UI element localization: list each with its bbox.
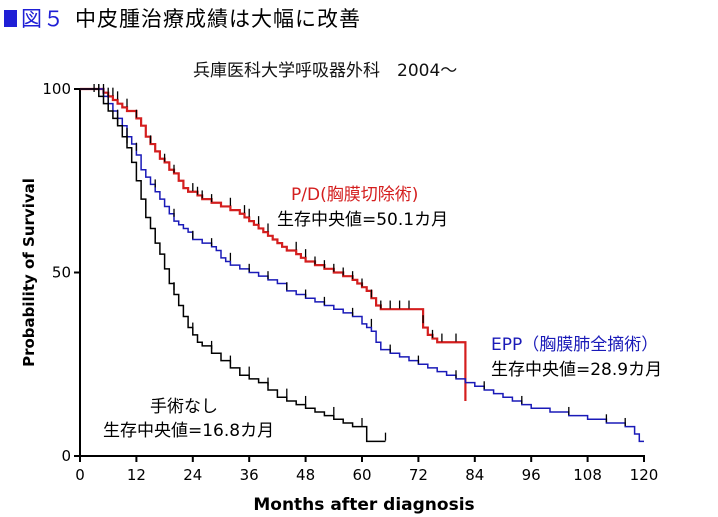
none-median-label: 生存中央値=16.8カ月 [103,421,274,441]
survival-curve-pd [80,87,467,401]
x-tick-label: 24 [183,466,202,484]
x-tick-label: 60 [352,466,371,484]
x-tick-label: 48 [296,466,315,484]
figure-label: 図５ [21,7,65,31]
x-tick-label: 72 [409,466,428,484]
pd-median-label: 生存中央値=50.1カ月 [277,210,448,230]
y-tick-label: 100 [42,80,71,98]
x-tick-label: 84 [465,466,484,484]
x-tick-label: 120 [630,466,659,484]
pd-series-label: P/D(胸膜切除術) [291,185,418,205]
institution-label: 兵庫医科大学呼吸器外科 2004〜 [193,61,458,81]
x-tick-label: 96 [522,466,541,484]
none-series-label: 手術なし [150,397,218,417]
y-tick-label: 0 [61,447,71,465]
y-axis-title: Probability of Survival [20,178,38,367]
x-tick-label: 108 [573,466,602,484]
x-tick-label: 36 [240,466,259,484]
survival-curve-none [80,88,386,443]
epp-series-label: EPP（胸膜肺全摘術） [491,335,658,355]
epp-median-label: 生存中央値=28.9カ月 [491,360,662,380]
x-axis-title: Months after diagnosis [253,495,474,515]
x-tick-label: 12 [127,466,146,484]
y-tick-label: 50 [52,264,71,282]
x-tick-label: 0 [75,466,85,484]
blue-square-icon [4,9,17,27]
figure-title-row: 図５ 中皮腫治療成績は大幅に改善 [4,4,361,32]
figure-title: 中皮腫治療成績は大幅に改善 [75,7,361,31]
